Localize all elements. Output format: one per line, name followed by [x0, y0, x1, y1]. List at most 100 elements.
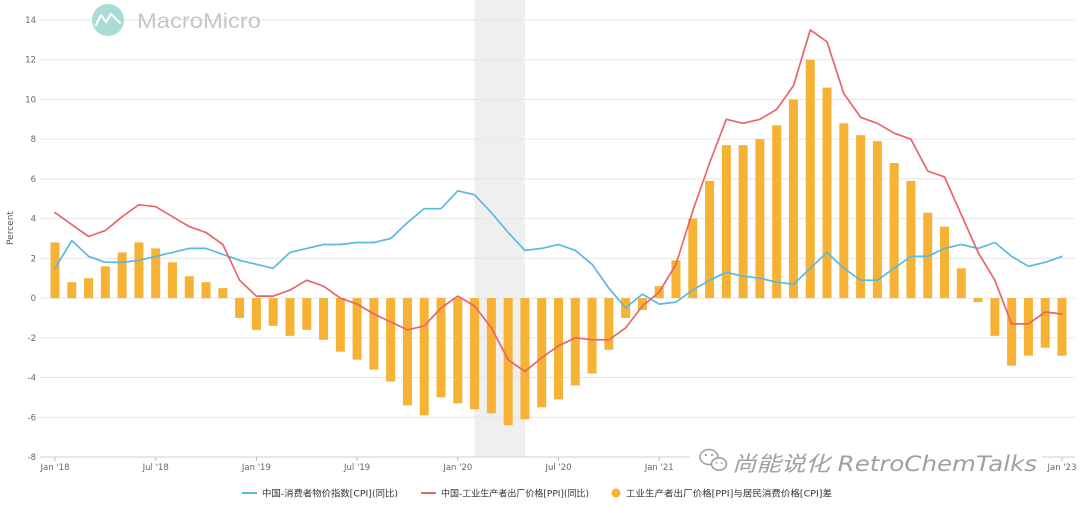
- watermark: 尚能说化 RetroChemTalks: [690, 441, 1042, 481]
- wechat-eye: [715, 462, 718, 464]
- bar-2020-10: [604, 298, 614, 350]
- watermark-background: [690, 441, 1042, 481]
- bar-2022-11: [1023, 298, 1033, 356]
- bar-2021-07: [755, 139, 765, 299]
- shaded-band-layer: [474, 0, 525, 457]
- legend-item-cpi[interactable]: 中国-消费者物价指数[CPI](同比): [242, 488, 398, 500]
- bar-2021-12: [839, 123, 849, 299]
- x-tick-label: Jan '21: [644, 463, 674, 473]
- x-tick-label: Jul '18: [142, 463, 169, 473]
- bar-2019-06: [335, 298, 345, 352]
- bar-2023-01: [1057, 298, 1067, 356]
- bar-2019-12: [436, 298, 446, 398]
- bar-2018-10: [201, 282, 211, 299]
- bar-2021-03: [688, 218, 698, 299]
- x-tick-label: Jan '19: [241, 463, 271, 473]
- bar-2018-01: [50, 242, 60, 299]
- y-tick-label: 14: [25, 16, 36, 26]
- bar-2019-08: [369, 298, 379, 370]
- legend: 中国-消费者物价指数[CPI](同比) 中国-工业生产者出厂价格[PPI](同比…: [242, 488, 832, 500]
- y-tick-label: 12: [25, 56, 36, 66]
- bar-2022-01: [856, 135, 866, 299]
- watermark-text: 尚能说化 RetroChemTalks: [732, 452, 1037, 476]
- y-tick-label: -2: [28, 334, 36, 344]
- bar-2021-04: [705, 180, 715, 299]
- logo: MacroMicro: [92, 4, 261, 36]
- x-tick-label: Jul '19: [343, 463, 370, 473]
- y-tick-label: 2: [31, 254, 36, 264]
- bar-2020-09: [587, 298, 597, 374]
- bar-2020-08: [570, 298, 580, 386]
- bar-2021-05: [721, 145, 731, 299]
- wechat-eye: [710, 453, 714, 457]
- ppi-line: [54, 29, 1063, 373]
- bar-2019-11: [419, 298, 429, 416]
- bar-2019-10: [402, 298, 412, 406]
- bar-2018-07: [151, 248, 161, 299]
- bar-2020-02: [470, 298, 480, 410]
- wechat-eye: [720, 462, 723, 464]
- legend-item-ppi[interactable]: 中国-工业生产者出厂价格[PPI](同比): [421, 488, 589, 500]
- bar-2018-08: [167, 262, 177, 299]
- bar-2019-05: [319, 298, 329, 340]
- logo-text: MacroMicro: [137, 10, 261, 33]
- bar-2022-02: [872, 141, 882, 299]
- legend-label: 中国-消费者物价指数[CPI](同比): [262, 488, 398, 500]
- y-axis: 14 12 10 8 6 4 2 0 -2 -4 -6 -8: [25, 16, 1075, 463]
- bar-2020-07: [554, 298, 563, 400]
- bar-2020-06: [537, 298, 547, 408]
- bar-2019-03: [285, 298, 295, 336]
- bar-series: [50, 59, 1067, 426]
- legend-item-spread[interactable]: 工业生产者出厂价格[PPI]与居民消费价格[CPI]差: [611, 488, 833, 500]
- bar-2021-08: [772, 125, 782, 299]
- bar-2022-05: [923, 212, 933, 299]
- legend-label: 工业生产者出厂价格[PPI]与居民消费价格[CPI]差: [626, 488, 832, 500]
- logo-zigzag-icon: [94, 12, 122, 27]
- wechat-bubble-large: [699, 448, 719, 466]
- bar-2022-04: [906, 180, 916, 299]
- bar-2022-07: [956, 268, 966, 299]
- bar-2022-08: [973, 298, 983, 303]
- y-axis-title: Percent: [6, 211, 16, 245]
- x-tick-label: Jan '18: [40, 463, 70, 473]
- wechat-icon: [699, 448, 728, 471]
- x-tick-label: Jul '20: [544, 463, 571, 473]
- wechat-eye: [704, 453, 708, 457]
- y-tick-label: -4: [28, 374, 36, 384]
- bar-2018-06: [134, 242, 144, 299]
- y-tick-label: 10: [25, 95, 36, 105]
- shaded-band: [474, 0, 525, 457]
- bar-2018-11: [218, 288, 228, 299]
- y-tick-label: 0: [31, 294, 36, 304]
- bar-2020-05: [520, 298, 530, 420]
- bar-2019-02: [268, 298, 278, 326]
- bar-2018-09: [184, 276, 194, 299]
- y-tick-label: 6: [31, 175, 36, 185]
- x-tick-label: Jan '23: [1047, 463, 1077, 473]
- x-axis: Jan '18 Jul '18 Jan '19 Jul '19 Jan '20 Jul '…: [40, 457, 1077, 473]
- bar-2018-12: [235, 298, 245, 318]
- bar-2020-12: [637, 298, 647, 311]
- x-tick-label: Jan '20: [442, 463, 472, 473]
- bar-2018-03: [84, 278, 94, 299]
- bar-2022-10: [1007, 298, 1017, 366]
- bar-2022-06: [940, 226, 950, 299]
- bar-2021-02: [671, 260, 681, 299]
- bar-2022-03: [889, 163, 899, 299]
- bar-2019-09: [386, 298, 396, 382]
- bar-2020-04: [503, 298, 513, 426]
- bar-2021-11: [822, 87, 832, 299]
- bar-2022-12: [1040, 298, 1050, 348]
- legend-dot-marker: [611, 488, 621, 498]
- bar-2021-10: [805, 59, 815, 299]
- y-tick-label: 8: [31, 135, 36, 145]
- line-series: [54, 29, 1063, 373]
- bar-2021-09: [788, 99, 798, 299]
- bar-2021-06: [738, 145, 748, 299]
- bar-2018-04: [100, 266, 110, 299]
- bar-2020-01: [453, 298, 463, 404]
- bar-2019-01: [251, 298, 261, 330]
- bar-2018-02: [67, 282, 77, 299]
- legend-label: 中国-工业生产者出厂价格[PPI](同比): [441, 488, 589, 500]
- y-tick-label: -8: [28, 453, 36, 463]
